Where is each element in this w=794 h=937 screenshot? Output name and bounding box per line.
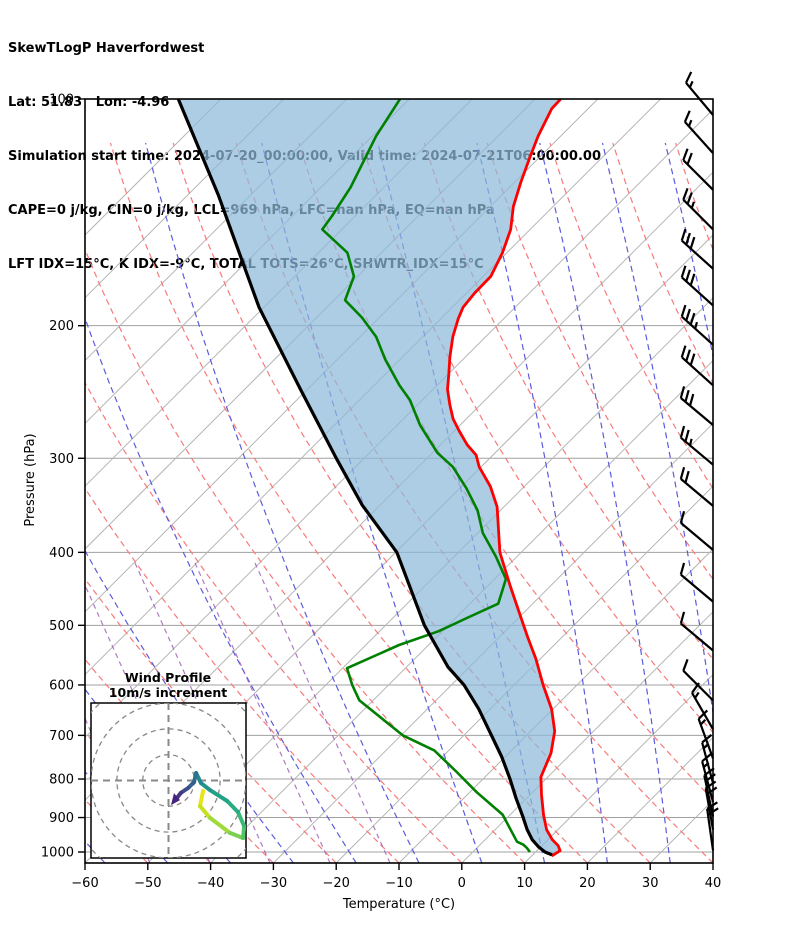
pressure-tick-label: 700	[49, 729, 74, 744]
wind-barb	[704, 780, 718, 830]
temperature-tick-label: −50	[134, 876, 161, 891]
hodograph-trace-segment	[227, 830, 246, 841]
wind-barb	[697, 709, 715, 759]
wind-barb	[680, 345, 714, 387]
hodograph-trace-segment	[197, 804, 213, 820]
wind-barb	[680, 228, 714, 270]
temperature-tick-label: 30	[642, 876, 659, 891]
wind-barb	[682, 659, 714, 702]
hodograph-trace-segment	[208, 788, 230, 803]
pressure-tick-label: 500	[49, 619, 74, 634]
hodograph-trace-segment	[241, 823, 247, 841]
temperature-tick-label: 0	[458, 876, 466, 891]
pressure-tick-label: 1000	[41, 846, 74, 861]
hodograph-inset	[90, 702, 247, 859]
wind-barb	[679, 466, 714, 507]
wind-barbs	[679, 71, 719, 851]
hodograph-trace-segment	[235, 809, 247, 828]
hodograph-trace-segment	[208, 815, 232, 835]
wind-barb	[683, 110, 714, 154]
pressure-tick-label: 200	[49, 319, 74, 334]
wind-barb	[691, 682, 714, 730]
temperature-tick-label: 40	[705, 876, 722, 891]
hodograph-trace-segment	[225, 798, 240, 814]
parcel-curve	[176, 99, 553, 857]
temperature-curve	[446, 99, 562, 858]
temperature-tick-label: −10	[385, 876, 412, 891]
temperature-tick-label: −40	[197, 876, 224, 891]
wind-barb	[679, 386, 714, 426]
dewpoint-curve	[321, 99, 531, 853]
pressure-tick-label: 100	[49, 93, 74, 108]
wind-barb	[680, 265, 714, 307]
pressure-tick-label: 300	[49, 452, 74, 467]
wind-barb	[701, 752, 715, 803]
wind-barb	[680, 304, 714, 346]
pressure-tick-label: 900	[49, 811, 74, 826]
chart-title: SkewTLogP Haverfordwest	[8, 41, 205, 56]
temperature-tick-label: 10	[516, 876, 533, 891]
cin-shading	[178, 99, 561, 856]
wind-barb	[679, 611, 714, 652]
temperature-tick-label: −30	[260, 876, 287, 891]
wind-barb	[682, 188, 714, 231]
x-axis-title: Temperature (°C)	[342, 897, 455, 912]
hodograph-subtitle: 10m/s increment	[109, 685, 227, 700]
pressure-tick-label: 800	[49, 773, 74, 788]
wind-barb	[682, 148, 714, 191]
hodograph-arrowhead	[170, 793, 180, 806]
temperature-tick-label: −20	[322, 876, 349, 891]
wind-barb	[679, 425, 714, 466]
wind-barb	[679, 562, 714, 603]
hodograph-title: Wind Profile	[125, 670, 211, 685]
y-axis-title: Pressure (hPa)	[23, 433, 38, 526]
pressure-tick-label: 400	[49, 546, 74, 561]
hodograph-trace-segment	[197, 789, 206, 809]
pressure-tick-label: 600	[49, 678, 74, 693]
wind-barb	[685, 71, 714, 116]
temperature-tick-label: 20	[579, 876, 596, 891]
wind-barb	[679, 510, 714, 551]
temperature-tick-label: −60	[71, 876, 98, 891]
